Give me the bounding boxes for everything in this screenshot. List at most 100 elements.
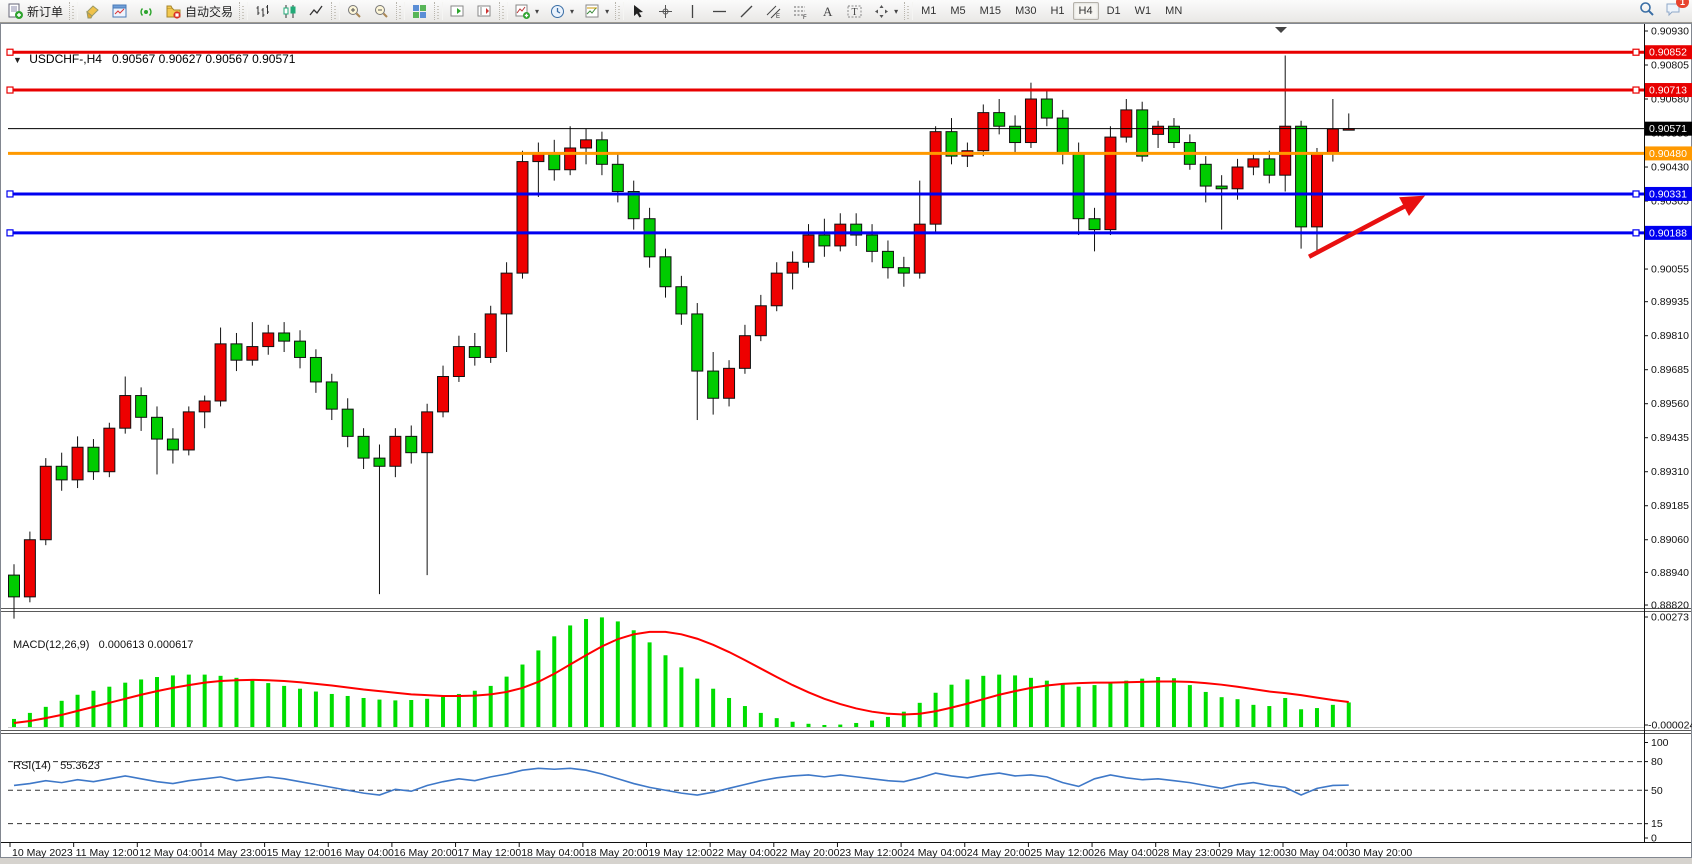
timeframe-m15-button[interactable]: M15 (979, 5, 1002, 17)
candle (468, 346, 481, 358)
candlestick-button[interactable] (277, 1, 302, 22)
line-handle[interactable] (1632, 229, 1640, 237)
macd-histogram-bar (1267, 706, 1272, 727)
time-tick-label: 16 May 20:00 (394, 847, 458, 859)
macd-histogram-bar (1156, 677, 1161, 727)
candle (1167, 125, 1180, 144)
chart-shift-button[interactable] (472, 1, 497, 22)
line-handle[interactable] (1632, 86, 1640, 94)
candle (214, 343, 227, 402)
macd-histogram-bar (790, 721, 795, 727)
styles-icon (84, 3, 101, 20)
candle (627, 191, 640, 220)
line-handle[interactable] (1632, 48, 1640, 56)
text-button[interactable]: A (815, 1, 840, 22)
macd-histogram-bar (885, 716, 890, 727)
line-handle[interactable] (6, 190, 14, 198)
timeframe-m5-button[interactable]: M5 (950, 5, 966, 17)
candle (659, 256, 672, 288)
new-order-button[interactable]: 新订单 (3, 1, 67, 22)
timeframe-w1-button[interactable]: W1 (1134, 5, 1152, 17)
periods-button[interactable]: ▾ (545, 1, 578, 22)
price-tick-label: 0.89810 (1651, 330, 1689, 342)
line-handle[interactable] (6, 229, 14, 237)
time-tick-label: 14 May 23:00 (203, 847, 267, 859)
candle (707, 370, 720, 399)
macd-histogram-bar (1346, 702, 1351, 727)
macd-histogram-bar (1108, 682, 1113, 727)
rsi-axis-label: 80 (1651, 756, 1663, 768)
time-tick-label: 16 May 04:00 (330, 847, 394, 859)
candle (818, 234, 831, 247)
timeframe-h4-button[interactable]: H4 (1072, 2, 1099, 20)
tile-windows-button[interactable] (407, 1, 432, 22)
new-order-icon (7, 3, 24, 20)
label-button[interactable]: T (842, 1, 867, 22)
chevron-down-icon[interactable]: ▾ (894, 6, 899, 16)
price-tick-label: 0.89310 (1651, 466, 1689, 478)
macd-histogram-bar (1092, 685, 1097, 727)
macd-histogram-bar (1171, 678, 1176, 727)
candle (135, 395, 148, 418)
line-handle[interactable] (1632, 190, 1640, 198)
symbol-period-label: USDCHF-,H4 (29, 52, 102, 66)
price-badge (1645, 225, 1692, 240)
zoom-in-button[interactable] (342, 1, 367, 22)
styles-button[interactable] (80, 1, 105, 22)
signal-button[interactable] (134, 1, 159, 22)
fibo-button[interactable]: F (788, 1, 813, 22)
macd-indicator-values: 0.000613 0.000617 (98, 639, 194, 651)
autotrading-button[interactable]: 自动交易 (161, 1, 237, 22)
cursor-button[interactable] (626, 1, 651, 22)
timeframe-m1-button[interactable]: M1 (921, 5, 937, 17)
trend-arrow-head[interactable] (1399, 195, 1426, 217)
timeframe-m30-button[interactable]: M30 (1015, 5, 1037, 17)
macd-histogram-bar (155, 677, 160, 727)
search-icon[interactable] (1638, 0, 1656, 23)
chart-window-button[interactable] (107, 1, 132, 22)
line-handle[interactable] (6, 86, 14, 94)
vline-button[interactable] (680, 1, 705, 22)
chart-shift-marker[interactable] (1275, 27, 1287, 33)
zoom-out-button[interactable] (369, 1, 394, 22)
chevron-down-icon[interactable]: ▾ (535, 6, 540, 16)
candle (675, 286, 688, 315)
template-button[interactable]: ▾ (580, 1, 613, 22)
line-handle[interactable] (6, 48, 14, 56)
shapes-button[interactable]: ▾ (869, 1, 902, 22)
periods-icon (549, 3, 566, 20)
candle (1104, 136, 1117, 231)
hline-button[interactable] (707, 1, 732, 22)
chevron-down-icon[interactable]: ▾ (570, 6, 575, 16)
line-chart-button[interactable] (304, 1, 329, 22)
trendline-button[interactable] (734, 1, 759, 22)
macd-histogram-bar (123, 682, 128, 727)
symbol-dropdown-icon[interactable]: ▼ (13, 55, 22, 65)
trend-arrow-shaft[interactable] (1307, 203, 1407, 259)
macd-histogram-bar (139, 679, 144, 727)
price-badge (1645, 186, 1692, 201)
macd-histogram-bar (1219, 697, 1224, 727)
candle (802, 234, 815, 263)
macd-axis-min-label: -0.000024 (1648, 720, 1692, 732)
autotrading-icon (165, 3, 182, 20)
auto-scroll-icon (449, 3, 466, 20)
bar-chart-button[interactable] (250, 1, 275, 22)
rsi-indicator-name: RSI(14) (13, 760, 51, 772)
timeframe-d1-button[interactable]: D1 (1106, 5, 1121, 17)
indicators-button[interactable]: ▾ (510, 1, 543, 22)
chat-button[interactable]: 1 (1664, 0, 1689, 23)
chevron-down-icon[interactable]: ▾ (605, 6, 610, 16)
timeframe-mn-button[interactable]: MN (1165, 5, 1183, 17)
channel-button[interactable]: E (761, 1, 786, 22)
macd-histogram-bar (615, 621, 620, 727)
macd-histogram-bar (472, 690, 477, 727)
toolbar-separator (239, 2, 249, 20)
candle (151, 416, 164, 440)
timeframe-h1-button[interactable]: H1 (1050, 5, 1065, 17)
crosshair-button[interactable] (653, 1, 678, 22)
macd-histogram-bar (870, 720, 875, 727)
candle (1120, 109, 1133, 138)
auto-scroll-button[interactable] (445, 1, 470, 22)
